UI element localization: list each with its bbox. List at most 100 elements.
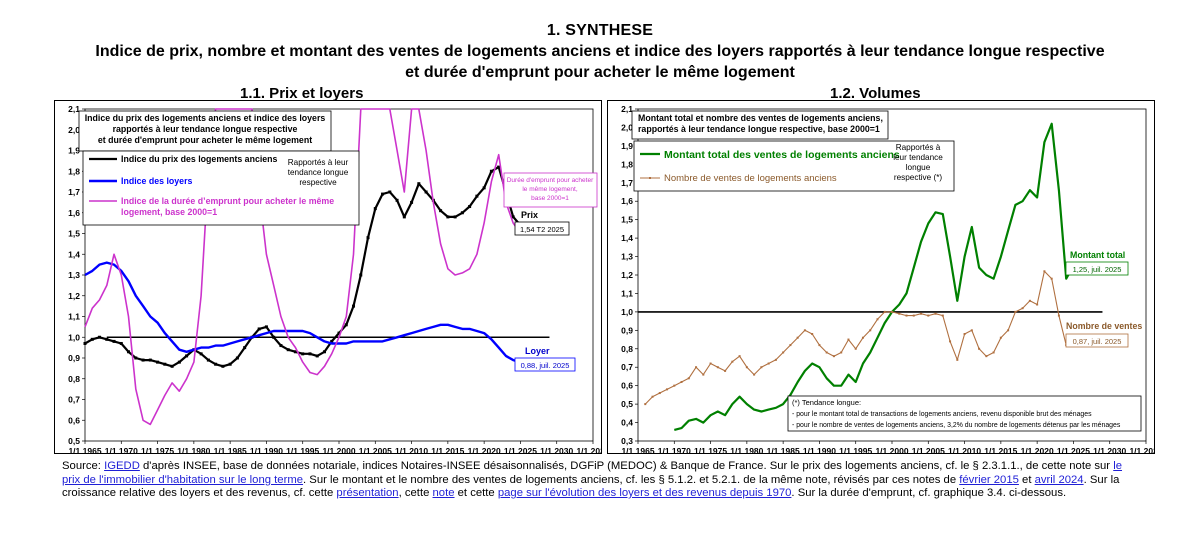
panel-title-volumes: 1.2. Volumes [830,85,921,102]
series-prix-line-point [337,331,341,335]
series-nombre-line-point [1057,314,1060,317]
series-prix-line-point [489,169,493,173]
legend-nombre-label: Nombre de ventes de logements anciens [664,173,837,184]
series-prix-line-point [381,192,385,196]
x-tick-label: 1/1 1965 [621,446,654,453]
series-prix-line-point [475,194,479,198]
series-nombre-line-point [702,373,705,376]
duree-note-box [503,172,598,208]
link-igedd[interactable]: IGEDD [104,460,140,472]
y-tick-label: 1,0 [68,332,80,342]
series-nombre-line-point [891,310,893,313]
x-tick-label: 1/1 2035 [1129,446,1154,453]
series-nombre-line-point [731,360,734,363]
duree-note-text: Durée d'emprunt pour acheter [507,177,594,184]
legend-duree-label: logement, base 2000=1 [121,207,217,217]
series-prix-line-point [90,337,94,341]
series-prix-line-point [511,215,515,219]
series-prix-line-point [127,350,131,354]
series-montant-line [674,122,1075,431]
legend-rapportes-text: Rapportés à [896,143,941,152]
source-text: . Sur le montant et le nombre des ventes… [303,473,960,486]
y-tick-label: 0,7 [68,395,80,405]
series-nombre-line-point [695,366,698,369]
x-tick-label: 1/1 1975 [694,446,727,453]
series-nombre-line-point [840,351,843,354]
y-tick-label: 1,3 [68,270,80,280]
source-text: . Sur la croissance relative des loyers … [62,473,1120,500]
link-avril-2024[interactable]: avril 2024 [1034,473,1084,486]
series-prix-line-point [424,190,428,194]
series-nombre-line-point [1050,277,1053,280]
tendance-line-2: - pour le nombre de ventes de logements … [792,422,1121,429]
series-prix-line-point [352,304,356,308]
x-tick-label: 1/1 2010 [948,446,981,453]
series-prix-line-point [257,327,261,331]
y-tick-label: 0,6 [621,381,633,391]
y-tick-label: 1,8 [68,166,80,176]
source-text: d'après INSEE, base de données notariale… [139,460,1114,472]
y-tick-label: 0,8 [68,374,80,384]
series-prix-line-point [98,335,102,339]
link-fevrier-2015[interactable]: février 2015 [959,473,1019,486]
chart-prix-loyers-frame: 0,5 0,6 0,7 0,8 0,9 1,0 1,1 1,2 1,3 1,4 1,5 1,6 1,7 1… [54,100,610,456]
x-tick-label: 1/1 1970 [658,446,691,453]
link-presentation[interactable]: présentation [336,487,399,499]
series-prix-line-point [264,325,268,329]
y-tick-label: 1,9 [68,146,80,156]
source-text: , cette [398,487,433,499]
y-tick-label: 1,2 [621,270,633,280]
series-prix-line-point [439,209,443,213]
series-nombre-line-point [738,355,741,358]
y-tick-label: 1,3 [621,252,633,262]
loyer-value: 0,88, juil. 2025 [521,361,570,370]
montant-value: 1,25, juil. 2025 [1073,265,1122,274]
series-nombre-line-point [985,355,988,358]
link-note[interactable]: note [432,487,455,499]
series-nombre-line-point [927,314,930,317]
series-nombre-line-point [680,380,683,383]
inner-title-box [631,110,889,140]
series-prix-line-point [373,207,377,211]
subtitle-line-1: Indice de prix, nombre et montant des ve… [95,43,1105,60]
link-prix-immobilier[interactable]: le prix de l'immobilier d'habitation sur… [62,460,1123,486]
y-tick-label: 1,8 [621,159,633,169]
series-prix-line-point [199,352,203,356]
series-nombre-line-point [709,362,712,365]
x-tick-label: 1/1 2000 [875,446,908,453]
y-tick-label: 0,9 [68,353,80,363]
x-tick-label: 1/1 1995 [286,446,319,453]
nombre-label: Nombre de ventes [1066,321,1142,331]
series-nombre-line-point [687,377,690,380]
y-tick-label: 1,1 [621,288,633,298]
series-prix-line-point [228,362,232,366]
series-prix-line-point [243,346,247,350]
nombre-value: 0,87, juil. 2025 [1073,337,1122,346]
series-prix-line-point [482,186,486,190]
series-prix-line-point [83,341,87,345]
series-nombre-line-point [1028,299,1031,302]
series-nombre-line-point [1007,329,1010,332]
x-tick-label: 1/1 1980 [730,446,763,453]
montant-value-box [1065,261,1129,276]
series-nombre-line-point [767,362,770,365]
series-prix-line-point [170,364,174,368]
series-prix-line-point [359,273,363,277]
x-tick-label: 1/1 2015 [431,446,464,453]
series-nombre-line-point [847,338,850,341]
series-prix-line-point [279,344,283,348]
y-tick-label: 1,4 [621,233,633,243]
link-page-loyers-revenus[interactable]: page sur l'évolution des loyers et des r… [497,487,792,499]
legend-box [633,140,955,192]
x-tick-label: 1/1 2000 [322,446,355,453]
series-prix-line-point [344,323,348,327]
series-nombre-line-point [898,312,901,315]
series-nombre-line-point [803,329,806,332]
loyer-value-box [514,357,576,372]
chart-volumes: 0,3 0,4 0,5 0,6 0,7 0,8 0,9 1,0 1,1 1,2 1,3 1,4 1,5 1… [621,104,1163,456]
y-tick-label: 1,0 [621,307,633,317]
series-duree-line [84,108,522,426]
source-text: Source: [62,460,105,472]
x-tick-label: 1/1 2030 [1093,446,1126,453]
series-prix-line-point [141,358,145,362]
